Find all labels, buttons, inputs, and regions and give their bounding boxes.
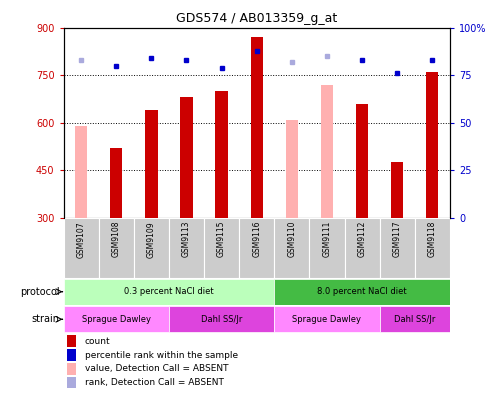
Bar [67,363,76,375]
Bar [67,349,76,361]
Bar [67,377,76,388]
Text: protocol: protocol [20,287,60,297]
Bar [110,148,122,218]
Text: GSM9118: GSM9118 [427,221,436,257]
Text: count: count [84,337,110,346]
Bar [379,218,414,278]
Bar [67,335,76,347]
Bar [215,91,227,218]
Bar [355,104,367,218]
Title: GDS574 / AB013359_g_at: GDS574 / AB013359_g_at [176,12,337,25]
Text: rank, Detection Call = ABSENT: rank, Detection Call = ABSENT [84,378,223,387]
Bar [63,306,168,333]
Bar [320,85,332,218]
Text: Sprague Dawley: Sprague Dawley [292,315,361,324]
Bar [99,218,134,278]
Text: GSM9110: GSM9110 [287,221,296,257]
Text: Dahl SS/Jr: Dahl SS/Jr [201,315,242,324]
Text: 8.0 percent NaCl diet: 8.0 percent NaCl diet [317,287,406,296]
Bar [309,218,344,278]
Text: strain: strain [32,314,60,324]
Bar [63,278,274,305]
Text: percentile rank within the sample: percentile rank within the sample [84,350,238,360]
Bar [274,218,309,278]
Bar [379,306,449,333]
Bar [239,218,274,278]
Bar [168,218,203,278]
Bar [145,110,157,218]
Text: GSM9108: GSM9108 [112,221,121,257]
Text: GSM9113: GSM9113 [182,221,191,257]
Bar [75,126,87,218]
Text: GSM9109: GSM9109 [146,221,156,257]
Bar [63,218,99,278]
Bar [168,306,274,333]
Bar [390,162,403,218]
Text: GSM9116: GSM9116 [252,221,261,257]
Text: GSM9111: GSM9111 [322,221,331,257]
Bar [285,120,297,218]
Bar [203,218,239,278]
Text: Sprague Dawley: Sprague Dawley [81,315,150,324]
Bar [274,306,379,333]
Bar [250,37,263,218]
Bar [274,278,449,305]
Text: 0.3 percent NaCl diet: 0.3 percent NaCl diet [124,287,213,296]
Text: GSM9107: GSM9107 [77,221,85,257]
Bar [414,218,449,278]
Text: Dahl SS/Jr: Dahl SS/Jr [393,315,434,324]
Bar [344,218,379,278]
Bar [426,72,438,218]
Text: GSM9115: GSM9115 [217,221,225,257]
Text: GSM9112: GSM9112 [357,221,366,257]
Bar [134,218,168,278]
Bar [180,97,192,218]
Text: value, Detection Call = ABSENT: value, Detection Call = ABSENT [84,364,228,373]
Text: GSM9117: GSM9117 [392,221,401,257]
